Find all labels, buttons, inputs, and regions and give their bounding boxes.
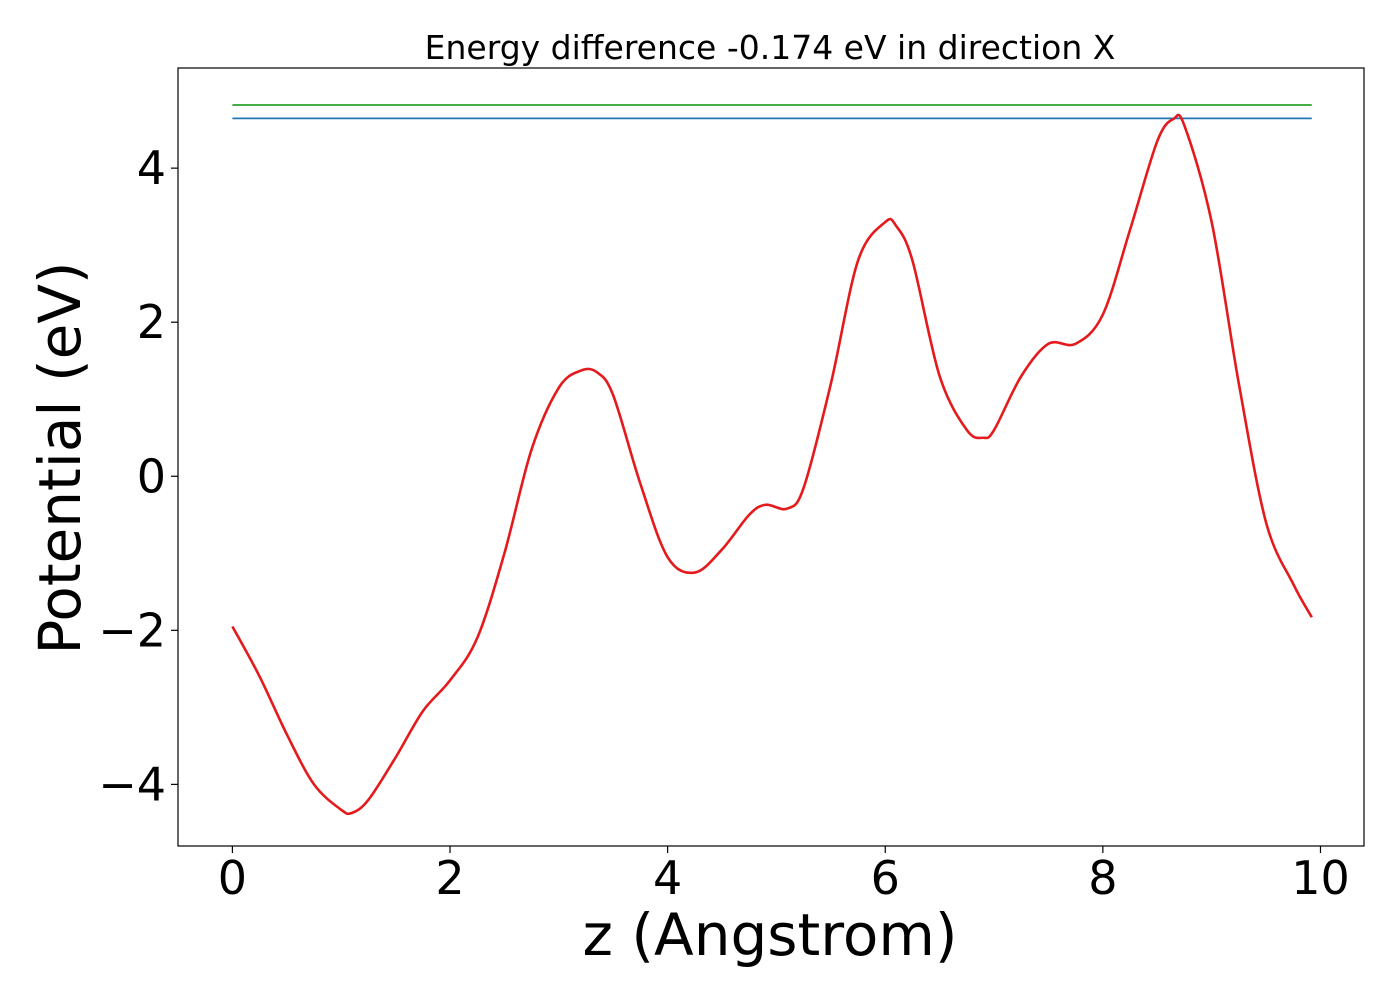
y-tick-label: 0 — [137, 449, 166, 503]
y-axis-label: Potential (eV) — [26, 261, 94, 654]
series-line-2 — [231, 113, 1313, 816]
x-tick-label: 10 — [1291, 851, 1350, 905]
y-tick-label: 4 — [137, 141, 166, 195]
x-axis-ticks: 0 2 4 6 8 10 — [218, 846, 1350, 905]
y-tick-label: −4 — [98, 757, 166, 811]
axes-frame — [177, 67, 1365, 847]
x-tick-label: 8 — [1088, 851, 1117, 905]
y-axis-ticks: −4 −2 0 2 4 — [98, 141, 178, 811]
y-tick-label: −2 — [98, 603, 166, 657]
x-tick-label: 6 — [871, 851, 900, 905]
chart-title: Energy difference -0.174 eV in direction… — [425, 28, 1116, 67]
y-tick-label: 2 — [137, 295, 166, 349]
x-tick-label: 0 — [218, 851, 247, 905]
x-axis-label: z (Angstrom) — [583, 901, 958, 969]
x-tick-label: 2 — [435, 851, 464, 905]
plot-lines — [231, 104, 1313, 816]
axes-border — [177, 67, 1365, 847]
x-tick-label: 4 — [653, 851, 682, 905]
